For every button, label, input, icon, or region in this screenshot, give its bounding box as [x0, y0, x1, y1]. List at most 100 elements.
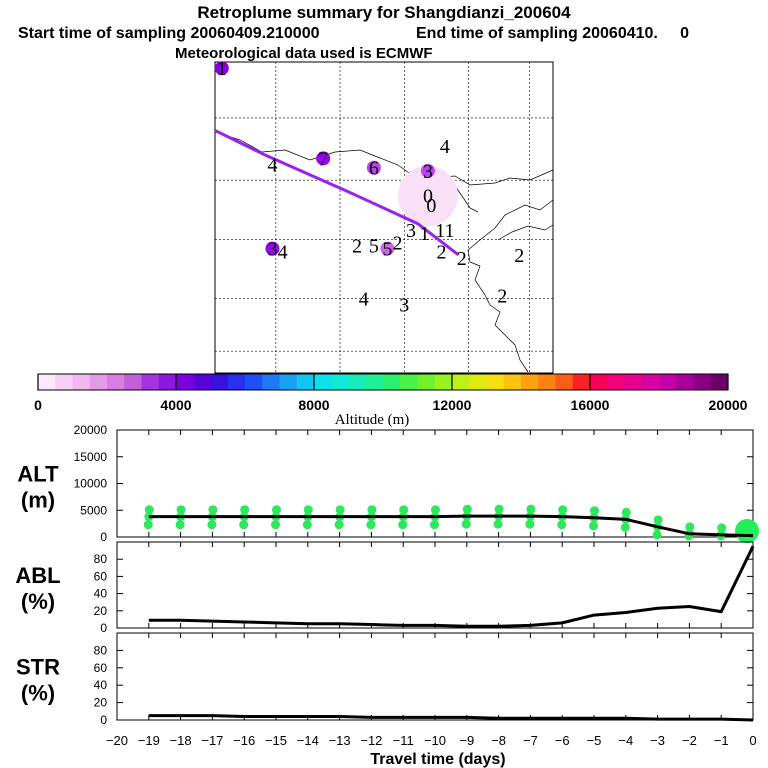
xtick-label: −3: [650, 733, 665, 748]
xtick-label: −12: [360, 733, 382, 748]
alt-ytick-label: 15000: [74, 450, 108, 464]
sampling-start: Start time of sampling 20060409.210000: [18, 25, 320, 42]
plume-label: 0: [423, 186, 433, 208]
abl-ytick-label: 80: [94, 552, 108, 566]
colorbar-swatch: [555, 374, 574, 390]
colorbar-swatch: [383, 374, 401, 390]
alt-dot: [462, 504, 472, 514]
alt-dot: [653, 515, 663, 525]
alt-dot: [272, 505, 281, 515]
alt-dot: [143, 520, 153, 530]
alt-series-line: [148, 514, 754, 538]
str-ytick-label: 60: [94, 661, 108, 675]
xtick-label: −7: [523, 733, 538, 748]
str-series-line: [148, 714, 754, 722]
alt-dot: [367, 505, 377, 515]
xtick-label: −1: [714, 733, 729, 748]
colorbar-swatch: [331, 374, 349, 390]
xtick-label: −16: [233, 733, 255, 748]
alt-dot: [621, 507, 631, 517]
plume-label: 2: [352, 235, 362, 257]
plume-label: 4: [359, 288, 369, 310]
colorbar-swatch: [417, 374, 436, 390]
str-ylabel-units: (%): [21, 681, 55, 706]
xtick-label: −2: [682, 733, 697, 748]
colorbar-swatch: [521, 374, 539, 390]
colorbar-tick-label: 0: [34, 397, 42, 413]
xtick-label: −6: [555, 733, 570, 748]
colorbar-axis-label: Altitude (m): [335, 412, 410, 428]
colorbar-swatch: [693, 374, 712, 390]
alt-ylabel-units: (m): [21, 488, 55, 513]
plume-label: 2: [436, 242, 446, 264]
plume-label: 3: [399, 295, 409, 317]
plume-label: 2: [457, 248, 467, 270]
colorbar-swatch: [72, 374, 91, 390]
met-note: Meteorological data used is ECMWF: [175, 45, 433, 62]
colorbar-swatch: [503, 374, 522, 390]
alt-dot: [652, 530, 662, 540]
alt-ytick-label: 0: [100, 530, 107, 544]
plume-dot: [380, 241, 395, 256]
alt-dot: [431, 505, 440, 515]
colorbar-tick-label: 8000: [298, 397, 329, 413]
map-coast-peninsula: [497, 224, 554, 241]
colorbar-swatch: [296, 374, 315, 390]
xtick-label: −15: [265, 733, 287, 748]
alt-dot: [717, 523, 727, 533]
alt-dot: [239, 520, 249, 530]
str-ytick-label: 20: [94, 696, 108, 710]
plume-label: 4: [440, 136, 450, 158]
xtick-label: −19: [138, 733, 160, 748]
abl-ytick-label: 40: [94, 587, 108, 601]
alt-dot: [430, 520, 439, 530]
colorbar-swatch: [89, 374, 108, 390]
alt-dot: [302, 520, 312, 530]
colorbar-swatch: [348, 374, 367, 390]
xtick-label: −11: [393, 733, 414, 748]
xtick-label: −4: [618, 733, 633, 748]
plume-label: 3: [406, 220, 416, 242]
colorbar-swatch: [176, 374, 194, 390]
alt-dot: [334, 520, 344, 530]
plume-label: 11: [435, 220, 454, 242]
xtick-label: −5: [587, 733, 602, 748]
chart-title: Retroplume summary for Shangdianzi_20060…: [197, 3, 571, 22]
str-ytick-label: 40: [94, 678, 108, 692]
colorbar-swatch: [365, 374, 384, 390]
plume-dot: [366, 160, 381, 175]
colorbar-tick-label: 4000: [160, 397, 191, 413]
alt-ytick-label: 20000: [74, 423, 108, 437]
alt-dot: [494, 504, 504, 514]
x-axis-label: Travel time (days): [370, 751, 505, 768]
alt-dot: [398, 520, 408, 530]
alt-dot: [175, 520, 185, 530]
plume-label: 1: [217, 58, 227, 80]
plume-dot: [214, 61, 229, 76]
map-border-line: [214, 131, 554, 186]
alt-dot: [620, 522, 630, 532]
alt-ylabel: ALT: [17, 462, 59, 487]
plume-label: 5: [382, 239, 392, 261]
colorbar-swatch: [314, 374, 332, 390]
colorbar-swatch: [124, 374, 142, 390]
alt-dot: [366, 520, 376, 530]
colorbar-swatch: [590, 374, 608, 390]
xtick-label: −9: [459, 733, 474, 748]
colorbar-swatch: [245, 374, 263, 390]
alt-dot: [461, 519, 471, 529]
colorbar-swatch: [210, 374, 229, 390]
alt-dot: [303, 505, 313, 515]
alt-ytick-label: 10000: [74, 477, 108, 491]
colorbar-swatch: [262, 374, 280, 390]
colorbar-swatch: [434, 374, 453, 390]
plume-label: 2: [393, 232, 403, 254]
abl-ytick-label: 20: [94, 604, 108, 618]
plume-dot: [265, 241, 280, 256]
plume-label: 2: [514, 245, 524, 267]
colorbar-tick-label: 16000: [571, 397, 610, 413]
alt-dot: [558, 505, 568, 515]
colorbar-swatch: [227, 374, 246, 390]
plume-halo: [397, 165, 458, 226]
plume-label: 0: [426, 195, 436, 217]
